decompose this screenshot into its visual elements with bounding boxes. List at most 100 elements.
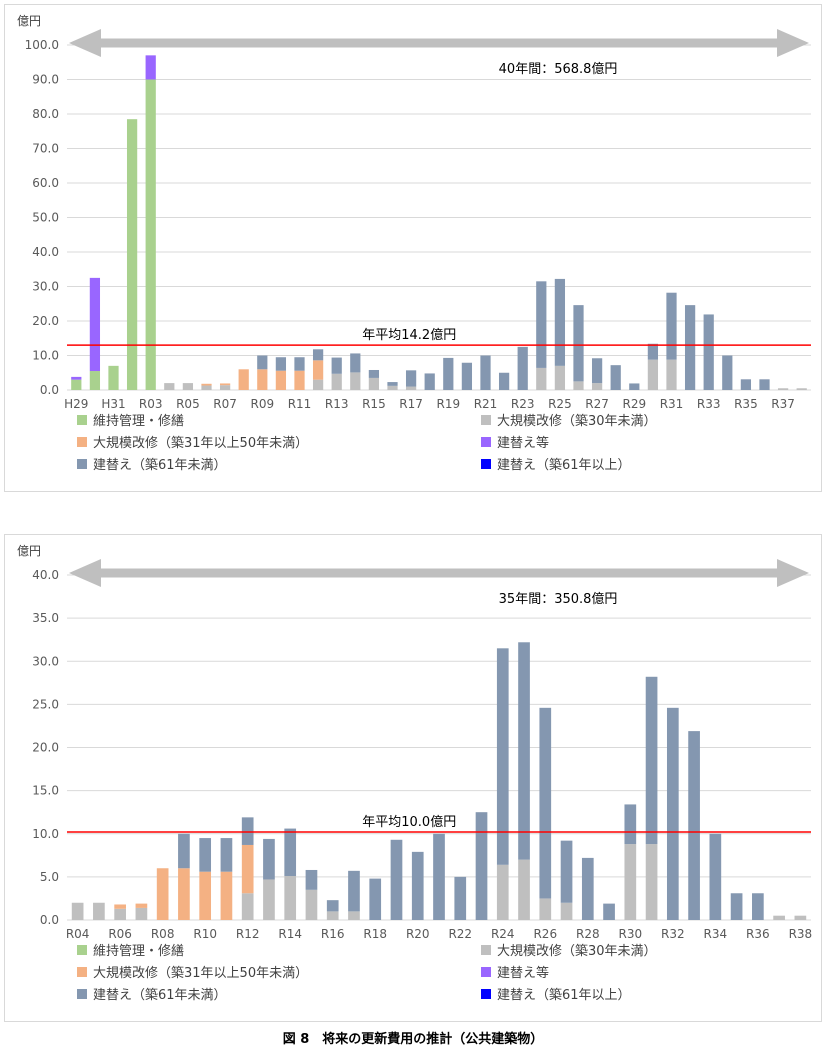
- x-tick-label: R30: [619, 927, 643, 941]
- bar-segment-renovation_31_50: [275, 370, 287, 390]
- bar-segment-rebuild_u61: [480, 355, 491, 390]
- y-tick-label: 50.0: [32, 211, 59, 225]
- x-tick-label: R38: [789, 927, 813, 941]
- legend-label-maintenance: 維持管理・修繕: [93, 413, 184, 429]
- bar-segment-renovation_u30: [554, 365, 566, 390]
- chart-1: 億円 0.0 10.0 20.0 30.0 40.0 50.0 60.0 70.0 80.0 90.…: [17, 14, 811, 473]
- bar-segment-rebuild_u61: [411, 851, 424, 920]
- bar-segment-rebuild_u61: [684, 305, 696, 390]
- bar-segment-renovation_u30: [164, 383, 175, 390]
- legend-swatch-renovation_31_50: [77, 437, 87, 447]
- bar-segment-renovation_u30: [263, 879, 275, 920]
- legend-item-rebuild_61plus: 建替え（築61年以上）: [481, 988, 631, 1003]
- bar-segment-renovation_31_50: [257, 369, 268, 390]
- y-tick-label: 90.0: [32, 73, 59, 87]
- bar-segment-rebuild_u61: [624, 804, 637, 845]
- bar-segment-renovation_u30: [387, 385, 398, 390]
- bar-segment-renovation_u30: [539, 898, 552, 920]
- bar-segment-rebuild_u61: [326, 900, 339, 912]
- bar-segment-rebuild_u61: [348, 870, 360, 912]
- legend-swatch-rebuild_etc: [481, 967, 491, 977]
- bar-segment-rebuild_u61: [666, 707, 679, 920]
- bar-segment-renovation_u30: [368, 377, 380, 390]
- legend-label-renovation_31_50: 大規模改修（築31年以上50年未満）: [93, 966, 308, 981]
- bar-segment-rebuild_u61: [645, 676, 658, 845]
- bar-segment-rebuild_etc: [71, 376, 82, 380]
- bar-segment-maintenance: [71, 379, 82, 390]
- bar-segment-rebuild_u61: [610, 365, 621, 390]
- bar-segment-rebuild_u61: [387, 382, 398, 386]
- x-tick-label: R28: [576, 927, 600, 941]
- legend-label-renovation_u30: 大規模改修（築30年未満）: [497, 414, 657, 429]
- bar-segment-renovation_u30: [773, 915, 785, 920]
- bar-segment-rebuild_u61: [390, 839, 403, 920]
- bar-segment-rebuild_u61: [305, 869, 318, 890]
- bar-segment-renovation_31_50: [219, 383, 231, 386]
- bar-segment-rebuild_u61: [554, 278, 566, 366]
- legend-item-rebuild_u61: 建替え（築61年未満）: [77, 988, 227, 1003]
- bar-segment-renovation_u30: [348, 911, 360, 920]
- legend-swatch-renovation_31_50: [77, 967, 87, 977]
- y-tick-label: 20.0: [32, 314, 59, 328]
- legend-item-rebuild_etc: 建替え等: [481, 965, 549, 981]
- bar-segment-rebuild_u61: [709, 833, 722, 920]
- x-tick-label: R23: [511, 397, 535, 411]
- bar-segment-rebuild_u61: [603, 903, 615, 920]
- bar-segment-renovation_u30: [645, 844, 658, 920]
- legend-label-rebuild_etc: 建替え等: [497, 435, 549, 451]
- bar-segment-rebuild_u61: [284, 828, 297, 877]
- legend-label-rebuild_etc: 建替え等: [497, 965, 549, 981]
- period-arrow: [69, 559, 809, 587]
- x-tick-label: R37: [771, 397, 795, 411]
- x-tick-label: R20: [406, 927, 430, 941]
- y-tick-label: 10.0: [32, 827, 59, 841]
- x-tick-label: H29: [64, 397, 88, 411]
- x-tick-label: R11: [288, 397, 312, 411]
- bar-segment-renovation_u30: [560, 902, 573, 920]
- bar-segment-rebuild_u61: [666, 292, 677, 360]
- bar-segment-rebuild_u61: [443, 357, 454, 390]
- bar-segment-maintenance: [145, 79, 156, 390]
- legend-label-maintenance: 維持管理・修繕: [93, 943, 184, 959]
- x-tick-label: R17: [399, 397, 423, 411]
- bar-segment-rebuild_u61: [518, 642, 530, 860]
- bar-segment-rebuild_u61: [647, 343, 659, 360]
- x-tick-label: R19: [436, 397, 460, 411]
- y-tick-label: 5.0: [40, 870, 59, 884]
- bar-segment-renovation_u30: [777, 388, 789, 390]
- unit-label: 億円: [17, 544, 41, 558]
- bar-segment-rebuild_u61: [539, 707, 552, 899]
- legend-item-renovation_31_50: 大規模改修（築31年以上50年未満）: [77, 436, 308, 451]
- legend-swatch-rebuild_etc: [481, 437, 491, 447]
- legend-item-rebuild_etc: 建替え等: [481, 435, 549, 451]
- y-tick-label: 0.0: [40, 913, 59, 927]
- y-tick-label: 20.0: [32, 741, 59, 755]
- bar-segment-renovation_31_50: [241, 844, 254, 894]
- y-tick-label: 30.0: [32, 280, 59, 294]
- bar-segment-renovation_u30: [536, 367, 547, 390]
- y-tick-label: 80.0: [32, 107, 59, 121]
- bar-segment-rebuild_u61: [573, 305, 584, 382]
- bar-segment-renovation_u30: [331, 373, 342, 390]
- x-tick-label: R08: [151, 927, 175, 941]
- bar-segment-renovation_u30: [624, 844, 637, 920]
- chart-2: 億円 0.0 5.0 10.0 15.0 20.0 25.0 30.0 35.0 40.0 R04 R…: [17, 544, 813, 1003]
- legend-label-rebuild_u61: 建替え（築61年未満）: [93, 988, 227, 1003]
- bar-segment-renovation_31_50: [220, 871, 233, 920]
- bar-segment-rebuild_u61: [629, 383, 640, 390]
- bar-segment-rebuild_u61: [740, 379, 752, 390]
- bar-segment-renovation_u30: [496, 864, 509, 920]
- bar-segment-renovation_u30: [201, 385, 212, 390]
- x-tick-label: R29: [622, 397, 646, 411]
- x-tick-label: R14: [278, 927, 302, 941]
- bar-segment-renovation_u30: [326, 911, 339, 920]
- period-arrow-label: 40年間：568.8億円: [499, 61, 618, 77]
- average-label: 年平均10.0億円: [362, 814, 456, 830]
- legend-swatch-rebuild_61plus: [481, 989, 491, 999]
- y-tick-label: 100.0: [25, 38, 59, 52]
- y-tick-label: 0.0: [40, 383, 59, 397]
- period-arrow-right-head: [777, 559, 809, 587]
- bar-segment-renovation_u30: [219, 385, 231, 390]
- bar-segment-rebuild_u61: [405, 370, 417, 387]
- y-tick-label: 40.0: [32, 568, 59, 582]
